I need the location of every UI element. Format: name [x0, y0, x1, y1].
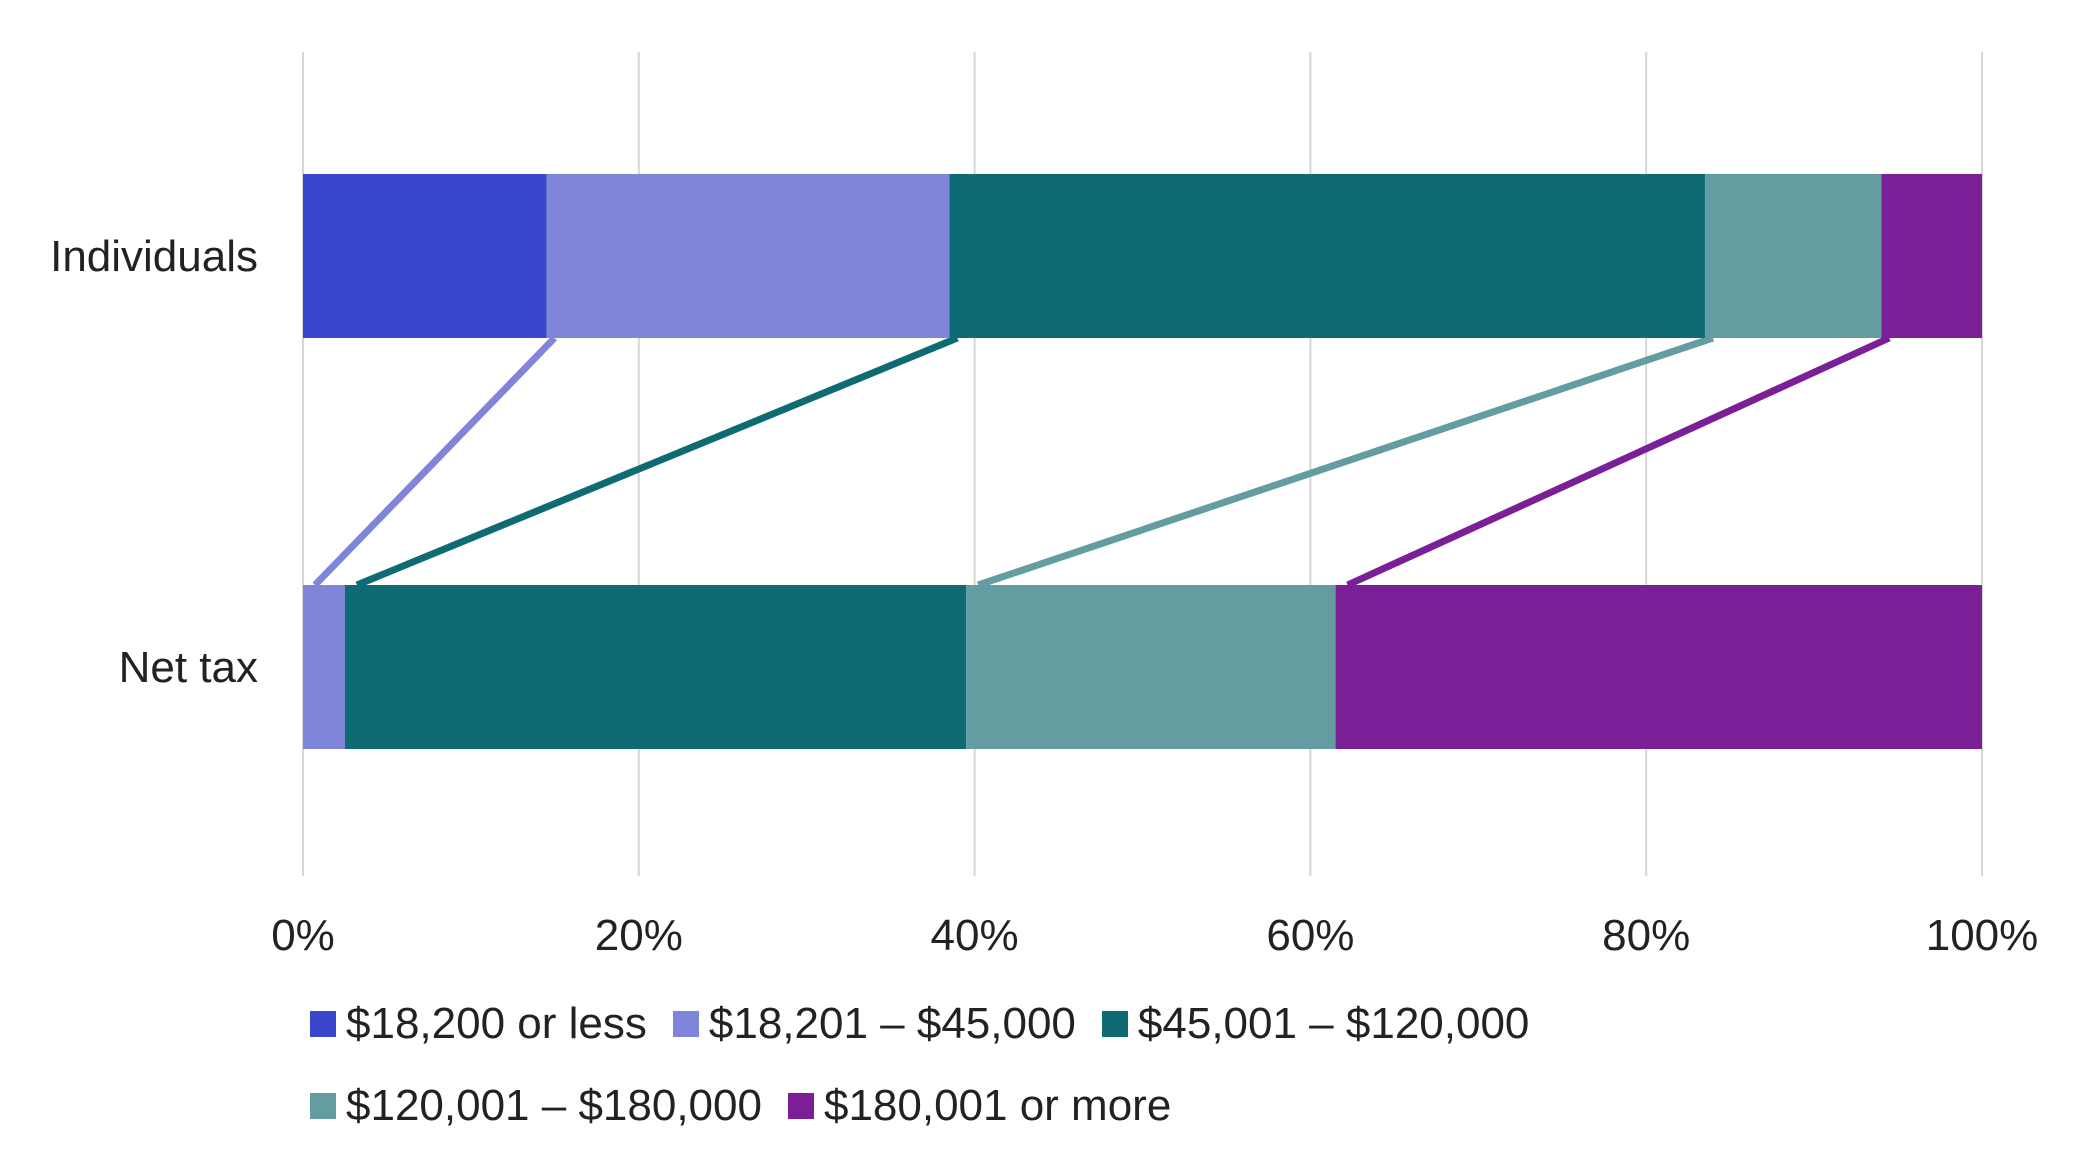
legend-swatch-3	[310, 1093, 336, 1119]
legend-label-2: $45,001 – $120,000	[1137, 999, 1530, 1048]
connector-line-2	[355, 334, 959, 589]
legend-item-4: $180,001 or more	[787, 1078, 1172, 1134]
legend: $18,200 or less $18,201 – $45,000 $45,001 …	[310, 996, 1870, 1134]
category-label-1: Net tax	[119, 643, 258, 692]
x-tick-label-0: 0%	[271, 911, 335, 960]
bar-segment-1-2	[344, 585, 967, 749]
legend-label-4: $180,001 or more	[823, 1081, 1172, 1130]
x-tick-label-1: 20%	[595, 911, 683, 960]
bar-segment-0-1	[546, 174, 950, 338]
bar-segment-0-2	[949, 174, 1705, 338]
legend-label-1: $18,201 – $45,000	[708, 999, 1076, 1048]
legend-swatch-4	[787, 1093, 814, 1119]
legend-label-3: $120,001 – $180,000	[346, 1081, 762, 1130]
legend-item-1: $18,201 – $45,000	[672, 996, 1076, 1052]
connector-line-1	[312, 335, 557, 588]
legend-swatch-0	[310, 1011, 336, 1037]
legend-swatch-2	[1101, 1011, 1128, 1037]
bar-segment-0-0	[303, 174, 547, 338]
connector-line-4	[1346, 334, 1891, 589]
bar-segment-1-4	[1335, 585, 1982, 749]
bar-segment-0-3	[1704, 174, 1882, 338]
legend-item-2: $45,001 – $120,000	[1101, 996, 1530, 1052]
stacked-bars	[303, 174, 1982, 749]
category-label-0: Individuals	[50, 232, 258, 281]
bar-segment-1-1	[303, 585, 345, 749]
x-tick-label-4: 80%	[1602, 911, 1690, 960]
x-tick-label-2: 40%	[931, 911, 1019, 960]
legend-label-0: $18,200 or less	[346, 999, 647, 1048]
connector-line-3	[977, 334, 1715, 589]
chart: Individuals Net tax 0% 20% 40% 60% 80% 100%	[50, 52, 2038, 960]
legend-swatch-1	[672, 1011, 699, 1037]
legend-item-0: $18,200 or less	[310, 996, 647, 1052]
legend-item-3: $120,001 – $180,000	[310, 1078, 762, 1134]
x-tick-labels: 0% 20% 40% 60% 80% 100%	[271, 911, 2038, 960]
bar-segment-1-3	[966, 585, 1336, 749]
x-tick-label-3: 60%	[1266, 911, 1354, 960]
category-labels: Individuals Net tax	[50, 232, 258, 692]
connector-lines	[312, 334, 1891, 589]
x-tick-label-5: 100%	[1926, 911, 2039, 960]
bar-segment-0-4	[1881, 174, 1982, 338]
